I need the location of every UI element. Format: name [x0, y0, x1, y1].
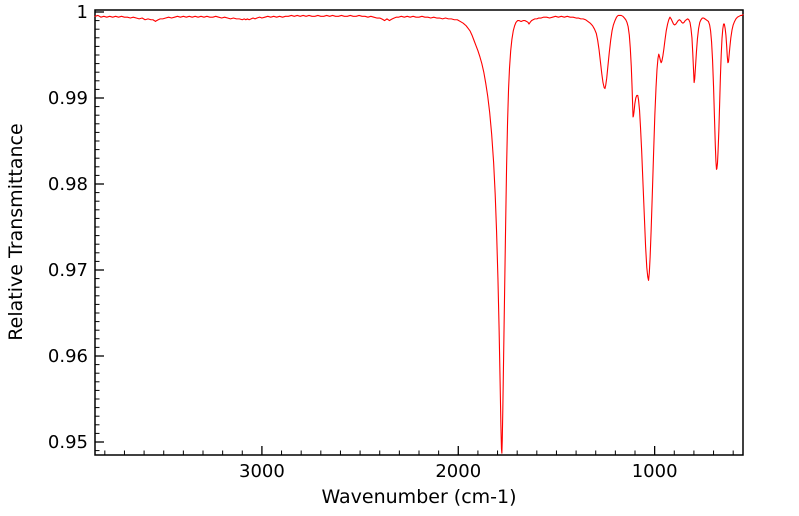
- y-tick-label: 0.96: [48, 346, 88, 367]
- plot-border: [94, 9, 744, 456]
- x-tick-label: 1000: [632, 461, 678, 482]
- y-tick-label: 0.97: [48, 260, 88, 281]
- x-tick-label: 2000: [435, 461, 481, 482]
- y-tick-label: 0.98: [48, 174, 88, 195]
- spectrum-curve: [94, 14, 744, 454]
- x-axis-title: Wavenumber (cm-1): [321, 486, 516, 508]
- spectrum-curve-layer: [94, 14, 744, 454]
- y-axis-title: Relative Transmittance: [5, 123, 27, 340]
- axis-ticks-layer: 3000 2000 1000 1 0.99 0.98 0.97 0.96 0.95: [48, 2, 734, 482]
- x-tick-label: 3000: [239, 461, 285, 482]
- y-tick-label: 0.99: [48, 88, 88, 109]
- y-tick-label: 1: [77, 2, 88, 23]
- y-tick-label: 0.95: [48, 432, 88, 453]
